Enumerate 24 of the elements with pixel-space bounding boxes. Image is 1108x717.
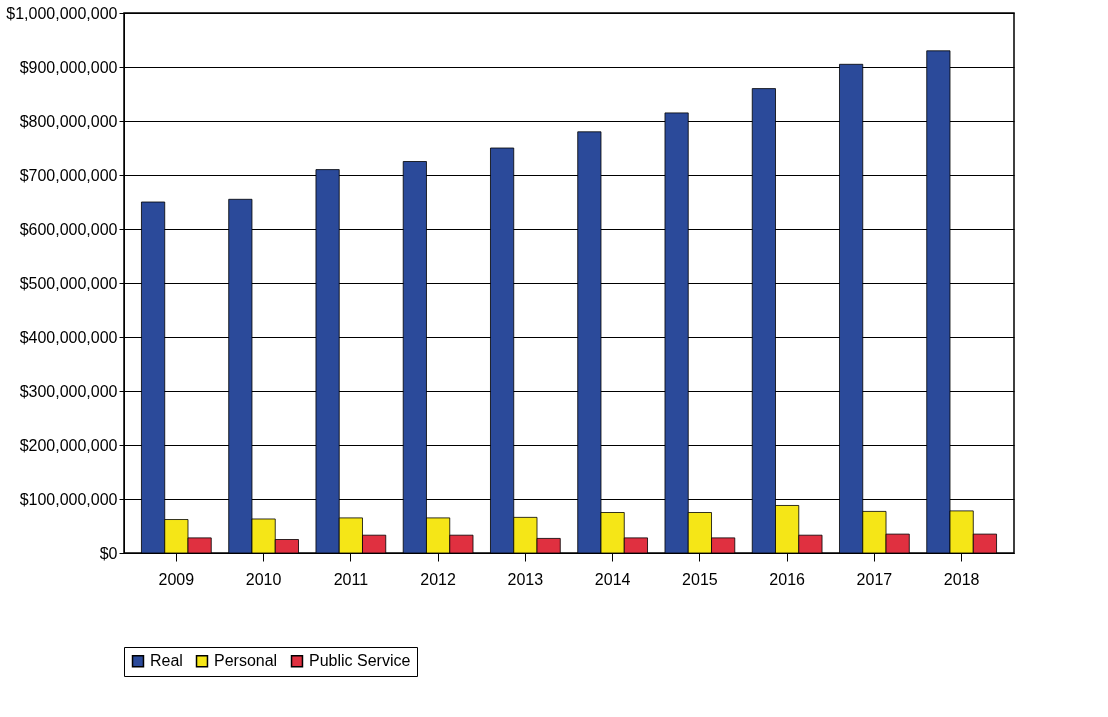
y-tick-label: $100,000,000: [19, 490, 118, 508]
x-tick-label: 2018: [943, 570, 980, 588]
x-tick-label: 2011: [333, 570, 369, 588]
y-tick-label: $200,000,000: [19, 436, 118, 454]
y-tick-label: $600,000,000: [19, 220, 118, 238]
x-tick-label: 2015: [682, 570, 718, 588]
x-tick-label: 2017: [856, 570, 893, 588]
legend-label: Real: [150, 652, 183, 670]
y-tick-label: $400,000,000: [19, 328, 118, 346]
y-tick-label: $1,000,000,000: [6, 4, 118, 22]
y-tick-label: $500,000,000: [19, 274, 118, 292]
y-tick-label: $300,000,000: [19, 382, 118, 400]
y-tick-label: $900,000,000: [19, 58, 118, 76]
y-tick-label: $0: [99, 544, 118, 562]
x-tick-label: 2012: [420, 570, 457, 588]
legend-label: Personal: [214, 652, 278, 670]
y-tick-label: $700,000,000: [19, 166, 118, 184]
x-tick-label: 2013: [507, 570, 544, 588]
x-tick-label: 2016: [769, 570, 806, 588]
y-tick-label: $800,000,000: [19, 112, 118, 130]
x-tick-label: 2014: [594, 570, 631, 588]
x-tick-label: 2009: [158, 570, 195, 588]
x-tick-label: 2010: [245, 570, 282, 588]
legend-label: Public Service: [309, 652, 411, 670]
